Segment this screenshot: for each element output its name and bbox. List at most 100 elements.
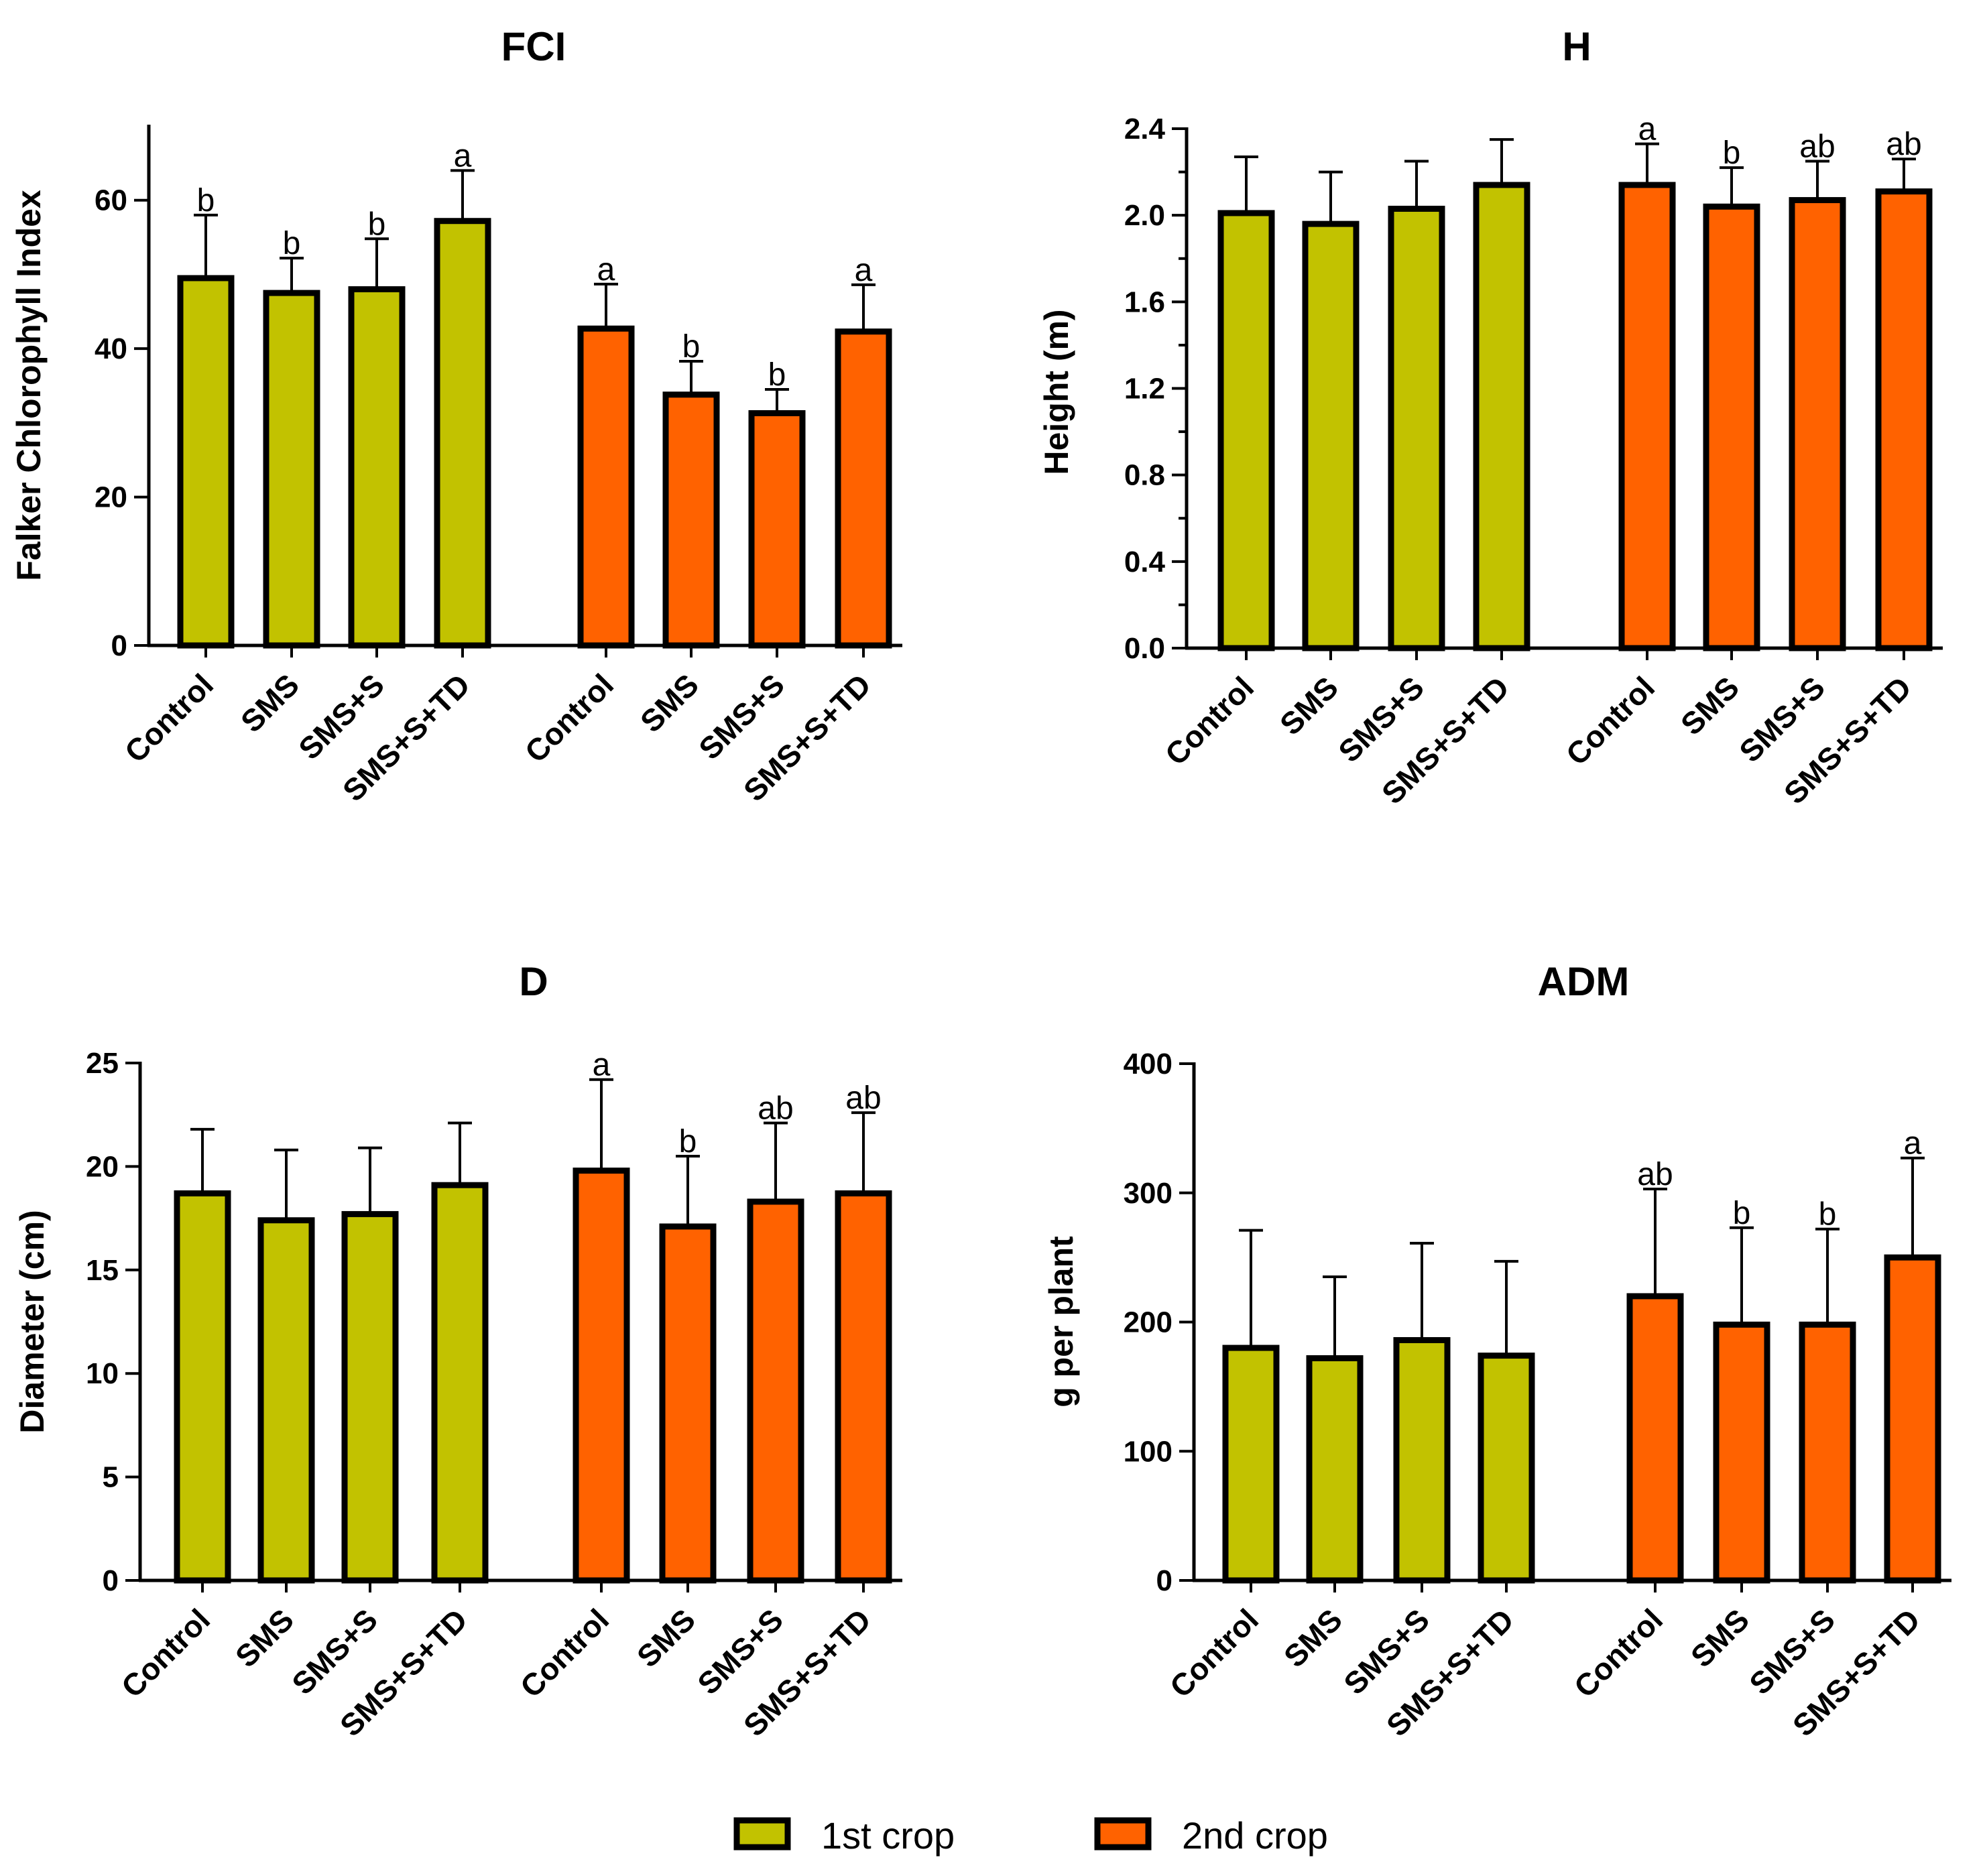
- bar: [573, 1168, 630, 1584]
- bar: [1478, 1353, 1535, 1584]
- x-tick-label: Control: [115, 1602, 217, 1704]
- x-tick-label: SMS: [634, 667, 705, 739]
- y-tick-label: 25: [86, 1047, 119, 1080]
- significance-letter: ab: [758, 1091, 793, 1127]
- bar: [1302, 221, 1360, 651]
- legend: 1st crop 2nd crop: [733, 1814, 1328, 1857]
- bar: [1393, 1336, 1451, 1584]
- bar: [1618, 182, 1676, 651]
- bar: [747, 1198, 804, 1584]
- y-tick-label: 20: [95, 481, 127, 514]
- x-tick-label: SMS: [1684, 1602, 1756, 1674]
- x-tick-label: SMS: [229, 1602, 300, 1674]
- bar: [1884, 1254, 1941, 1584]
- legend-swatch-1st-crop: [733, 1817, 791, 1851]
- y-tick-label: 200: [1124, 1306, 1172, 1339]
- y-tick-label: 5: [103, 1461, 119, 1494]
- significance-letter: b: [1723, 135, 1741, 171]
- y-tick-label: 0.0: [1124, 632, 1165, 665]
- bar: [835, 1190, 892, 1584]
- y-axis-label: g per plant: [1042, 1236, 1080, 1408]
- bar: [748, 410, 806, 649]
- y-tick-label: 40: [95, 332, 127, 365]
- bar: [177, 275, 235, 649]
- y-tick-label: 60: [95, 184, 127, 217]
- x-tick-label: Control: [518, 667, 620, 769]
- panel-title: D: [519, 959, 548, 1004]
- y-axis-label: Diameter (cm): [13, 1210, 51, 1433]
- x-tick-label: Control: [118, 667, 220, 769]
- bar: [341, 1210, 399, 1584]
- bar: [1789, 197, 1846, 651]
- significance-letter: b: [679, 1124, 697, 1160]
- legend-label-2nd-crop: 2nd crop: [1182, 1814, 1328, 1857]
- bar: [1875, 188, 1933, 651]
- y-tick-label: 0.4: [1124, 546, 1166, 578]
- y-axis-label: Falker Chlorophyll Index: [10, 190, 48, 581]
- y-tick-label: 0: [1156, 1564, 1172, 1597]
- x-tick-label: Control: [1559, 670, 1661, 771]
- y-tick-label: 20: [86, 1150, 119, 1183]
- panel-title: FCI: [501, 24, 566, 69]
- y-tick-label: 0: [111, 629, 127, 662]
- significance-letter: a: [593, 1048, 611, 1083]
- significance-letter: a: [1638, 112, 1657, 147]
- y-tick-label: 100: [1124, 1435, 1172, 1468]
- bar: [257, 1217, 315, 1584]
- bar: [431, 1182, 489, 1584]
- y-tick-label: 1.6: [1124, 286, 1165, 318]
- bar: [1388, 205, 1445, 651]
- significance-letter: b: [1819, 1197, 1837, 1233]
- y-tick-label: 2.4: [1124, 113, 1166, 145]
- significance-letter: a: [1904, 1126, 1922, 1162]
- bar: [659, 1223, 717, 1584]
- x-tick-label: Control: [1567, 1602, 1669, 1704]
- bar: [434, 218, 491, 649]
- bar: [1217, 210, 1275, 651]
- significance-letter: b: [768, 357, 786, 393]
- panel-fci: FCI Falker Chlorophyll Index b Control b SMS b…: [10, 24, 902, 808]
- x-tick-label: Control: [514, 1602, 615, 1704]
- significance-letter: b: [1733, 1196, 1751, 1231]
- significance-letter: b: [368, 206, 386, 242]
- x-tick-label: Control: [1158, 670, 1260, 771]
- bar: [1473, 182, 1530, 651]
- y-tick-label: 300: [1124, 1177, 1172, 1210]
- y-axis-label: Height (m): [1038, 309, 1075, 475]
- x-tick-label: Control: [1163, 1602, 1265, 1704]
- panel-title: H: [1562, 24, 1591, 69]
- significance-letter: a: [855, 253, 873, 288]
- panel-title: ADM: [1538, 959, 1630, 1004]
- bar: [174, 1190, 231, 1584]
- y-tick-label: 1.2: [1124, 373, 1165, 405]
- y-tick-label: 0: [103, 1564, 119, 1597]
- bar: [835, 328, 892, 649]
- significance-letter: b: [682, 329, 701, 365]
- x-tick-label: SMS: [1674, 670, 1746, 741]
- y-tick-label: 2.0: [1124, 199, 1165, 232]
- x-tick-label: SMS: [1273, 670, 1345, 741]
- significance-letter: ab: [1799, 129, 1835, 164]
- bar: [1799, 1321, 1856, 1584]
- bar: [348, 286, 406, 649]
- significance-letter: ab: [845, 1080, 881, 1116]
- bar: [263, 290, 320, 649]
- significance-letter: b: [197, 183, 215, 218]
- y-tick-label: 0.8: [1124, 459, 1165, 492]
- bar: [1626, 1293, 1684, 1584]
- bar: [662, 391, 720, 649]
- significance-letter: a: [454, 138, 472, 174]
- y-tick-label: 400: [1124, 1048, 1172, 1080]
- significance-letter: a: [597, 252, 615, 288]
- significance-letter: b: [283, 226, 301, 261]
- y-tick-label: 10: [86, 1357, 119, 1390]
- bar: [1306, 1355, 1364, 1584]
- significance-letter: ab: [1637, 1157, 1673, 1192]
- bar: [1713, 1321, 1770, 1584]
- significance-letter: ab: [1886, 127, 1921, 162]
- legend-label-1st-crop: 1st crop: [821, 1814, 955, 1857]
